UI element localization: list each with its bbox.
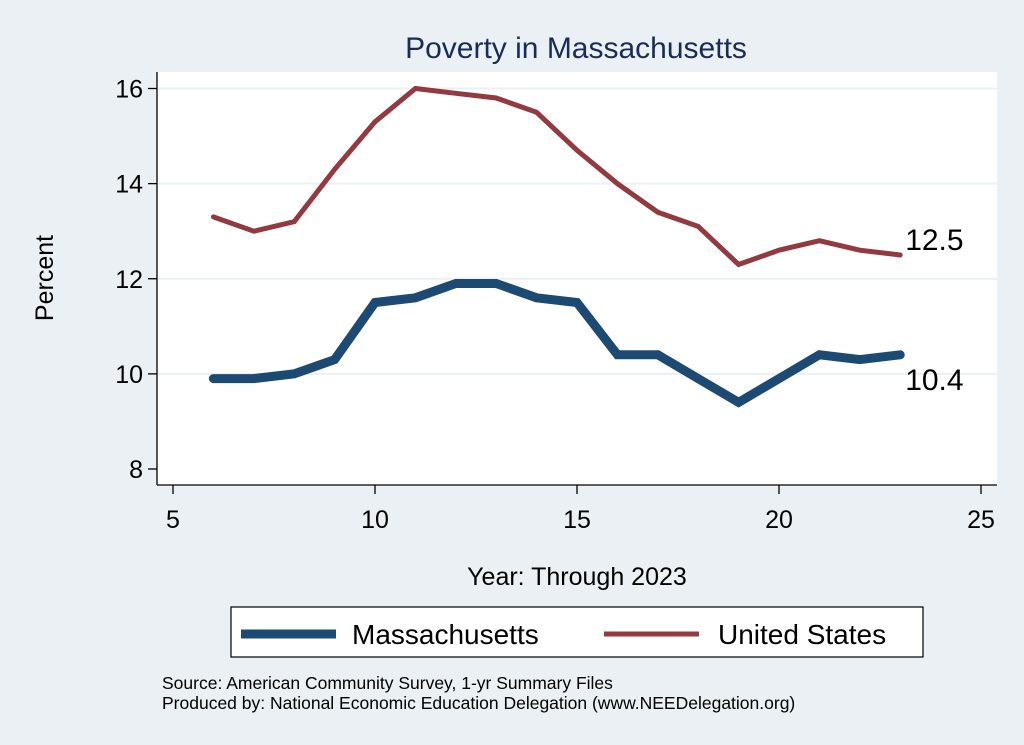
chart-title: Poverty in Massachusetts bbox=[405, 32, 747, 65]
x-tick-label-15: 15 bbox=[563, 506, 591, 534]
series-line-massachusetts bbox=[208, 279, 905, 408]
x-tick-label-10: 10 bbox=[361, 506, 389, 534]
y-axis-ticks: 8 10 12 14 16 bbox=[115, 76, 157, 484]
x-tick-label-20: 20 bbox=[765, 506, 793, 534]
legend-label-massachusetts: Massachusetts bbox=[352, 619, 539, 650]
legend-label-united-states: United States bbox=[718, 619, 886, 650]
y-axis-label: Percent bbox=[31, 235, 59, 321]
x-axis-ticks: 5 10 15 20 25 bbox=[166, 485, 995, 534]
x-tick-label-5: 5 bbox=[166, 506, 180, 534]
x-tick-label-25: 25 bbox=[967, 506, 995, 534]
y-tick-label-8: 8 bbox=[129, 456, 143, 484]
series-line-united-states bbox=[210, 85, 903, 268]
producer-note: Produced by: National Economic Education… bbox=[162, 693, 795, 713]
end-label-massachusetts: 10.4 bbox=[905, 364, 963, 397]
x-axis-label: Year: Through 2023 bbox=[467, 563, 687, 591]
y-tick-label-12: 12 bbox=[115, 266, 143, 294]
series-lines bbox=[208, 85, 905, 408]
legend: Massachusetts United States bbox=[230, 606, 924, 658]
end-labels: 10.4 12.5 bbox=[905, 224, 963, 397]
y-tick-label-14: 14 bbox=[115, 171, 143, 199]
end-label-united-states: 12.5 bbox=[905, 224, 963, 257]
source-note: Source: American Community Survey, 1-yr … bbox=[162, 673, 613, 693]
legend-box bbox=[230, 606, 924, 658]
y-tick-label-10: 10 bbox=[115, 361, 143, 389]
y-tick-label-16: 16 bbox=[115, 76, 143, 104]
